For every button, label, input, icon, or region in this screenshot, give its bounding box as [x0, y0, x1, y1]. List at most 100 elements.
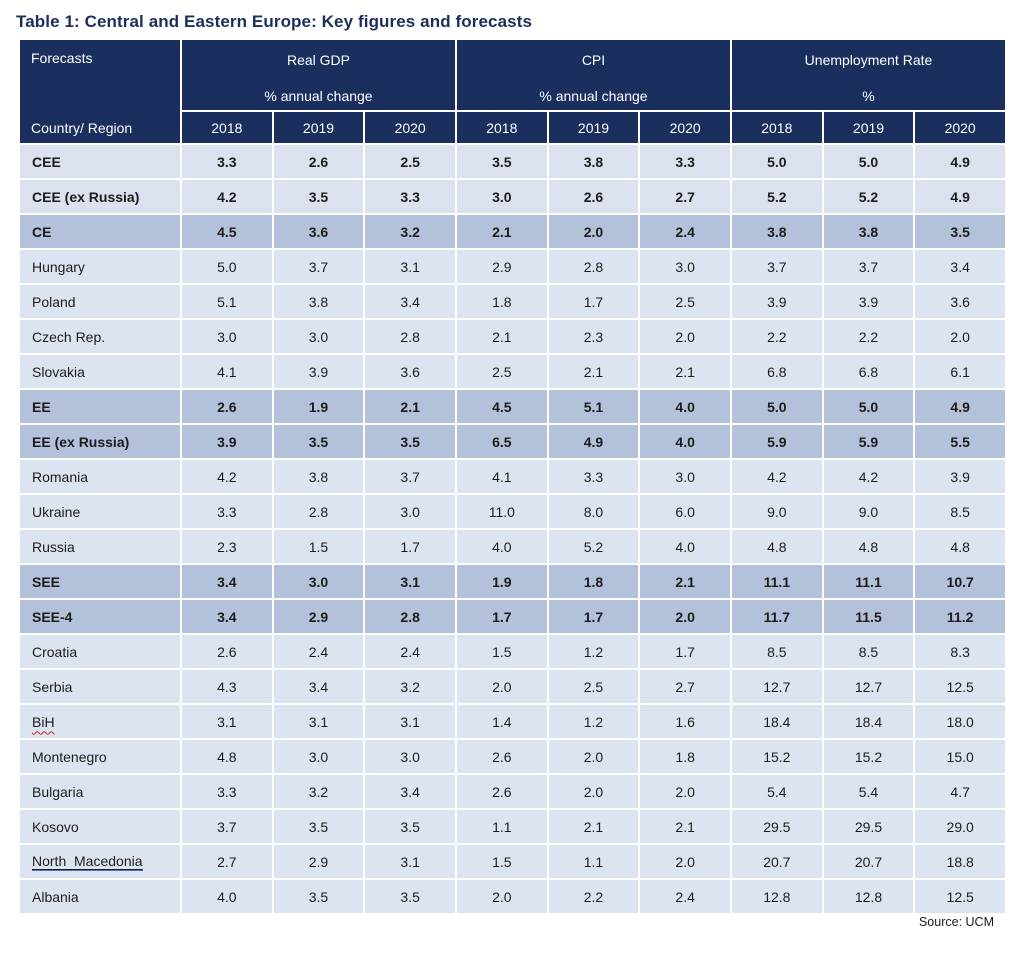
value-cell: 3.1 — [365, 250, 455, 283]
row-label: SEE-4 — [32, 608, 73, 625]
value-cell: 2.7 — [640, 670, 730, 703]
table-row: CE 4.5 3.6 3.2 2.1 2.0 2.4 3.8 3.8 3.5 — [20, 215, 1005, 248]
header-year-gdp-2018: 2018 — [182, 112, 272, 143]
forecasts-label: Forecasts — [31, 50, 93, 66]
value-cell: 1.8 — [456, 285, 547, 318]
value-cell: 5.5 — [915, 425, 1005, 458]
value-cell: 1.6 — [640, 705, 730, 738]
header-year-cpi-2020: 2020 — [640, 112, 730, 143]
group-label: Unemployment Rate — [804, 52, 933, 68]
value-cell: 3.1 — [365, 845, 455, 878]
value-cell: 3.8 — [273, 285, 364, 318]
value-cell: 11.7 — [731, 600, 822, 633]
value-cell: 3.9 — [915, 460, 1005, 493]
row-label: Hungary — [32, 258, 85, 275]
country-region-label: Country/ Region — [31, 120, 133, 136]
value-cell: 3.9 — [182, 425, 272, 458]
row-label-cell: EE (ex Russia) — [20, 425, 180, 458]
value-cell: 2.2 — [823, 320, 914, 353]
value-cell: 3.7 — [182, 810, 272, 843]
row-label-cell: Poland — [20, 285, 180, 318]
value-cell: 3.1 — [182, 705, 272, 738]
value-cell: 6.1 — [915, 355, 1005, 388]
row-label-cell: CEE (ex Russia) — [20, 180, 180, 213]
value-cell: 3.7 — [273, 250, 364, 283]
row-label-cell: Romania — [20, 460, 180, 493]
row-label-cell: Slovakia — [20, 355, 180, 388]
value-cell: 5.9 — [731, 425, 822, 458]
value-cell: 5.0 — [731, 390, 822, 423]
group-label: Real GDP — [286, 52, 350, 68]
value-cell: 3.0 — [640, 460, 730, 493]
table-row: EE 2.6 1.9 2.1 4.5 5.1 4.0 5.0 5.0 4.9 — [20, 390, 1005, 423]
row-label-cell: Bulgaria — [20, 775, 180, 808]
value-cell: 2.5 — [365, 145, 455, 178]
value-cell: 3.0 — [365, 495, 455, 528]
table-body: CEE 3.3 2.6 2.5 3.5 3.8 3.3 5.0 5.0 4.9 CEE (ex Ru… — [20, 145, 1005, 913]
value-cell: 2.1 — [548, 810, 639, 843]
table-row: Albania 4.0 3.5 3.5 2.0 2.2 2.4 12.8 12.8 12.5 — [20, 880, 1005, 913]
value-cell: 2.1 — [456, 320, 547, 353]
table-row: BiH 3.1 3.1 3.1 1.4 1.2 1.6 18.4 18.4 18.0 — [20, 705, 1005, 738]
value-cell: 1.1 — [548, 845, 639, 878]
row-label-cell: Russia — [20, 530, 180, 563]
header-year-unemp-2020: 2020 — [915, 112, 1005, 143]
header-group-cpi: CPI % annual change — [456, 40, 730, 110]
value-cell: 3.1 — [365, 565, 455, 598]
header-group-real-gdp: Real GDP % annual change — [182, 40, 455, 110]
value-cell: 2.4 — [640, 215, 730, 248]
value-cell: 2.8 — [548, 250, 639, 283]
value-cell: 15.0 — [915, 740, 1005, 773]
value-cell: 3.5 — [456, 145, 547, 178]
value-cell: 2.8 — [365, 600, 455, 633]
value-cell: 9.0 — [731, 495, 822, 528]
row-label-cell: Albania — [20, 880, 180, 913]
header-cell-forecasts: Forecasts Country/ Region — [20, 40, 180, 143]
value-cell: 2.7 — [640, 180, 730, 213]
value-cell: 3.2 — [365, 215, 455, 248]
value-cell: 3.0 — [456, 180, 547, 213]
row-label-cell: CEE — [20, 145, 180, 178]
value-cell: 3.4 — [365, 285, 455, 318]
value-cell: 2.3 — [182, 530, 272, 563]
value-cell: 2.0 — [915, 320, 1005, 353]
value-cell: 1.8 — [640, 740, 730, 773]
value-cell: 4.2 — [823, 460, 914, 493]
table-row: Romania 4.2 3.8 3.7 4.1 3.3 3.0 4.2 4.2 3.9 — [20, 460, 1005, 493]
header-year-unemp-2019: 2019 — [823, 112, 914, 143]
value-cell: 3.6 — [915, 285, 1005, 318]
value-cell: 3.2 — [365, 670, 455, 703]
value-cell: 1.7 — [640, 635, 730, 668]
value-cell: 2.2 — [548, 880, 639, 913]
row-label-cell: Kosovo — [20, 810, 180, 843]
row-label-cell: Croatia — [20, 635, 180, 668]
table-row: EE (ex Russia) 3.9 3.5 3.5 6.5 4.9 4.0 5.9 5.9 5.… — [20, 425, 1005, 458]
table-row: SEE 3.4 3.0 3.1 1.9 1.8 2.1 11.1 11.1 10.7 — [20, 565, 1005, 598]
group-sublabel: % — [862, 88, 875, 104]
value-cell: 2.1 — [640, 810, 730, 843]
value-cell: 2.3 — [548, 320, 639, 353]
value-cell: 1.9 — [456, 565, 547, 598]
group-sublabel: % annual change — [539, 88, 648, 104]
value-cell: 2.6 — [456, 740, 547, 773]
row-label: EE — [32, 398, 51, 415]
row-label-cell: SEE-4 — [20, 600, 180, 633]
row-label: Montenegro — [32, 748, 107, 765]
value-cell: 3.8 — [273, 460, 364, 493]
value-cell: 4.9 — [915, 390, 1005, 423]
value-cell: 3.0 — [273, 320, 364, 353]
row-label-cell: EE — [20, 390, 180, 423]
value-cell: 18.0 — [915, 705, 1005, 738]
table-row: Poland 5.1 3.8 3.4 1.8 1.7 2.5 3.9 3.9 3.6 — [20, 285, 1005, 318]
row-label-cell: BiH — [20, 705, 180, 738]
value-cell: 1.2 — [548, 635, 639, 668]
value-cell: 4.7 — [915, 775, 1005, 808]
row-label: North Macedonia — [32, 852, 143, 871]
value-cell: 3.4 — [182, 600, 272, 633]
table-header: Forecasts Country/ Region Real GDP % ann… — [20, 40, 1005, 143]
value-cell: 4.9 — [915, 180, 1005, 213]
table-row: Czech Rep. 3.0 3.0 2.8 2.1 2.3 2.0 2.2 2.2 2.0 — [20, 320, 1005, 353]
value-cell: 2.7 — [182, 845, 272, 878]
value-cell: 2.6 — [182, 635, 272, 668]
